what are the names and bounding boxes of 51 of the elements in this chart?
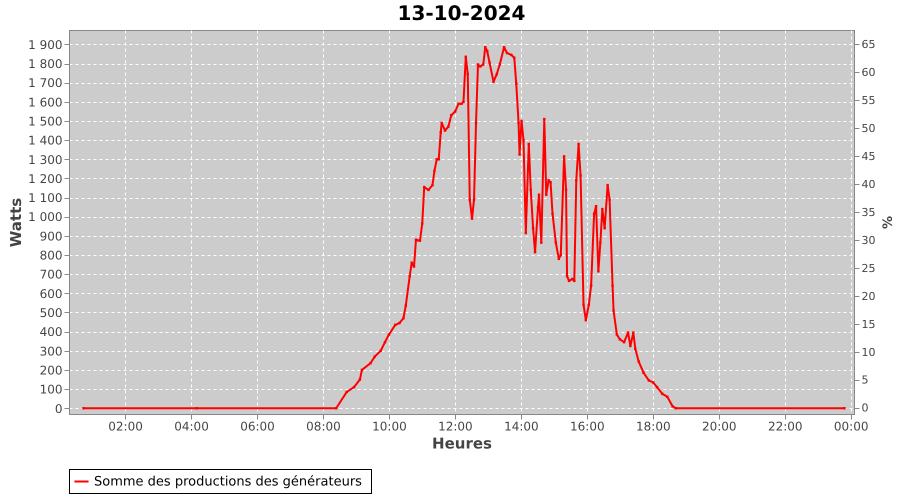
x-tick-label: 06:00 bbox=[240, 420, 275, 434]
y-tick-label: 500 bbox=[40, 306, 62, 320]
y-tick-label: 200 bbox=[40, 363, 62, 378]
x-tick-label: 02:00 bbox=[108, 420, 143, 434]
y2-tick-label: 40 bbox=[862, 178, 876, 191]
y-tick-label: 1 600 bbox=[28, 95, 62, 110]
y2-tick-label: 60 bbox=[862, 66, 876, 79]
x-tick-label: 04:00 bbox=[174, 420, 209, 434]
y-tick-label: 1 800 bbox=[28, 57, 62, 72]
y2-tick-label: 65 bbox=[862, 38, 876, 51]
chart-title: 13-10-2024 bbox=[398, 1, 526, 25]
x-tick-label: 20:00 bbox=[702, 420, 737, 434]
x-axis-title: Heures bbox=[432, 434, 492, 452]
y-tick-label: 1 700 bbox=[28, 76, 62, 90]
y2-tick-label: 15 bbox=[862, 318, 876, 331]
x-tick-label: 16:00 bbox=[570, 420, 605, 434]
y-axis-title: Watts bbox=[7, 198, 26, 248]
x-tick-label: 00:00 bbox=[834, 420, 868, 434]
y-tick-label: 1 300 bbox=[28, 152, 62, 167]
x-tick-label: 10:00 bbox=[372, 420, 407, 434]
x-tick-label: 08:00 bbox=[306, 420, 341, 434]
y-tick-label: 800 bbox=[40, 248, 62, 263]
y2-axis-title: % bbox=[878, 216, 894, 230]
y-tick-label: 100 bbox=[40, 382, 62, 397]
y-tick-label: 600 bbox=[40, 286, 62, 301]
legend-label: Somme des productions des générateurs bbox=[94, 474, 362, 490]
y2-tick-label: 30 bbox=[862, 234, 876, 247]
y2-tick-label: 50 bbox=[862, 122, 876, 135]
y2-tick-label: 45 bbox=[862, 150, 876, 163]
y-tick-label: 400 bbox=[40, 325, 62, 340]
x-tick-label: 12:00 bbox=[438, 420, 473, 434]
y-tick-label: 1 200 bbox=[28, 172, 62, 186]
x-tick-label: 22:00 bbox=[768, 420, 803, 434]
y2-tick-label: 55 bbox=[862, 94, 876, 107]
y-tick-label: 1 000 bbox=[28, 210, 62, 224]
y2-tick-label: 20 bbox=[862, 290, 876, 303]
y-tick-label: 0 bbox=[54, 402, 62, 416]
y-tick-label: 1 400 bbox=[28, 134, 62, 148]
y-tick-label: 1 900 bbox=[28, 38, 62, 52]
y2-tick-label: 25 bbox=[862, 262, 876, 275]
y-tick-label: 300 bbox=[40, 344, 62, 358]
y2-tick-label: 10 bbox=[862, 346, 876, 359]
x-tick-label: 18:00 bbox=[636, 420, 671, 434]
y-tick-label: 1 100 bbox=[28, 191, 62, 206]
x-tick-label: 14:00 bbox=[504, 420, 539, 434]
y2-tick-label: 35 bbox=[862, 206, 876, 219]
y2-tick-label: 5 bbox=[862, 374, 868, 387]
y-tick-label: 700 bbox=[40, 268, 62, 282]
y-tick-label: 1 500 bbox=[28, 114, 62, 128]
y2-tick-label: 0 bbox=[862, 402, 868, 415]
y-tick-label: 900 bbox=[40, 229, 62, 244]
